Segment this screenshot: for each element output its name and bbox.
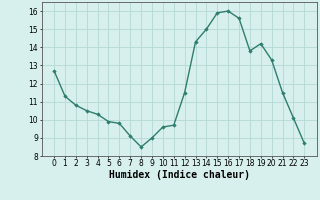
X-axis label: Humidex (Indice chaleur): Humidex (Indice chaleur)	[109, 170, 250, 180]
